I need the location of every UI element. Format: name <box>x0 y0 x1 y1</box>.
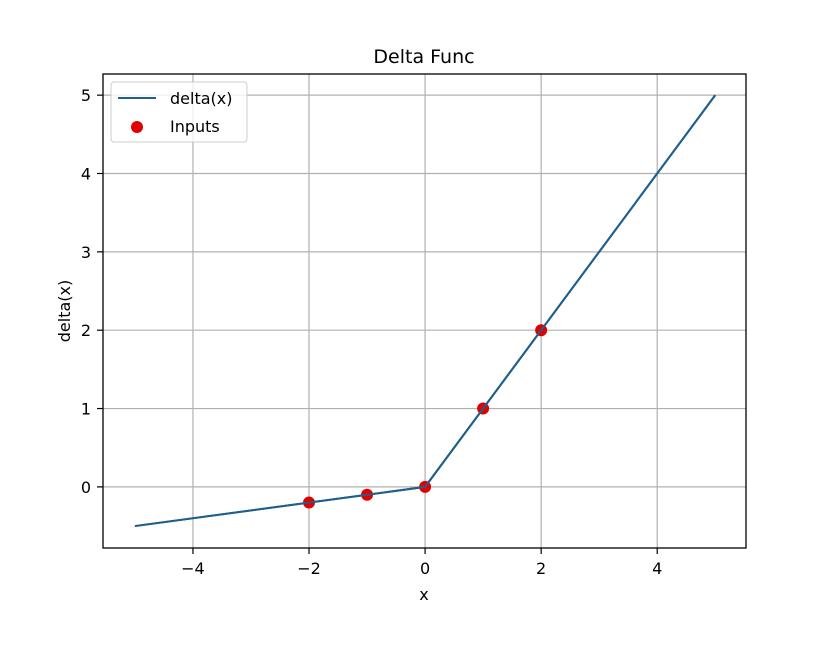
chart-title: Delta Func <box>373 46 474 68</box>
x-tick-label: −2 <box>297 559 321 578</box>
y-tick-label: 3 <box>81 243 91 262</box>
y-tick-label: 5 <box>81 86 91 105</box>
delta-line-series <box>134 94 717 528</box>
x-axis-ticks: −4 −2 0 2 4 <box>181 548 662 578</box>
x-tick-label: 2 <box>536 559 546 578</box>
legend: delta(x) Inputs <box>110 81 248 143</box>
y-tick-label: 4 <box>81 165 91 184</box>
x-axis-label: x <box>419 585 428 604</box>
y-tick-label: 0 <box>81 478 91 497</box>
y-axis-label: delta(x) <box>55 280 74 342</box>
x-tick-label: 4 <box>652 559 662 578</box>
y-tick-label: 1 <box>81 400 91 419</box>
grid-lines <box>103 74 746 548</box>
x-tick-label: −4 <box>181 559 205 578</box>
legend-label-delta: delta(x) <box>170 89 232 108</box>
legend-dot-icon <box>131 121 143 133</box>
x-tick-label: 0 <box>420 559 430 578</box>
legend-label-inputs: Inputs <box>170 117 220 136</box>
y-axis-ticks: 0 1 2 3 4 5 <box>81 86 103 497</box>
y-tick-label: 2 <box>81 321 91 340</box>
